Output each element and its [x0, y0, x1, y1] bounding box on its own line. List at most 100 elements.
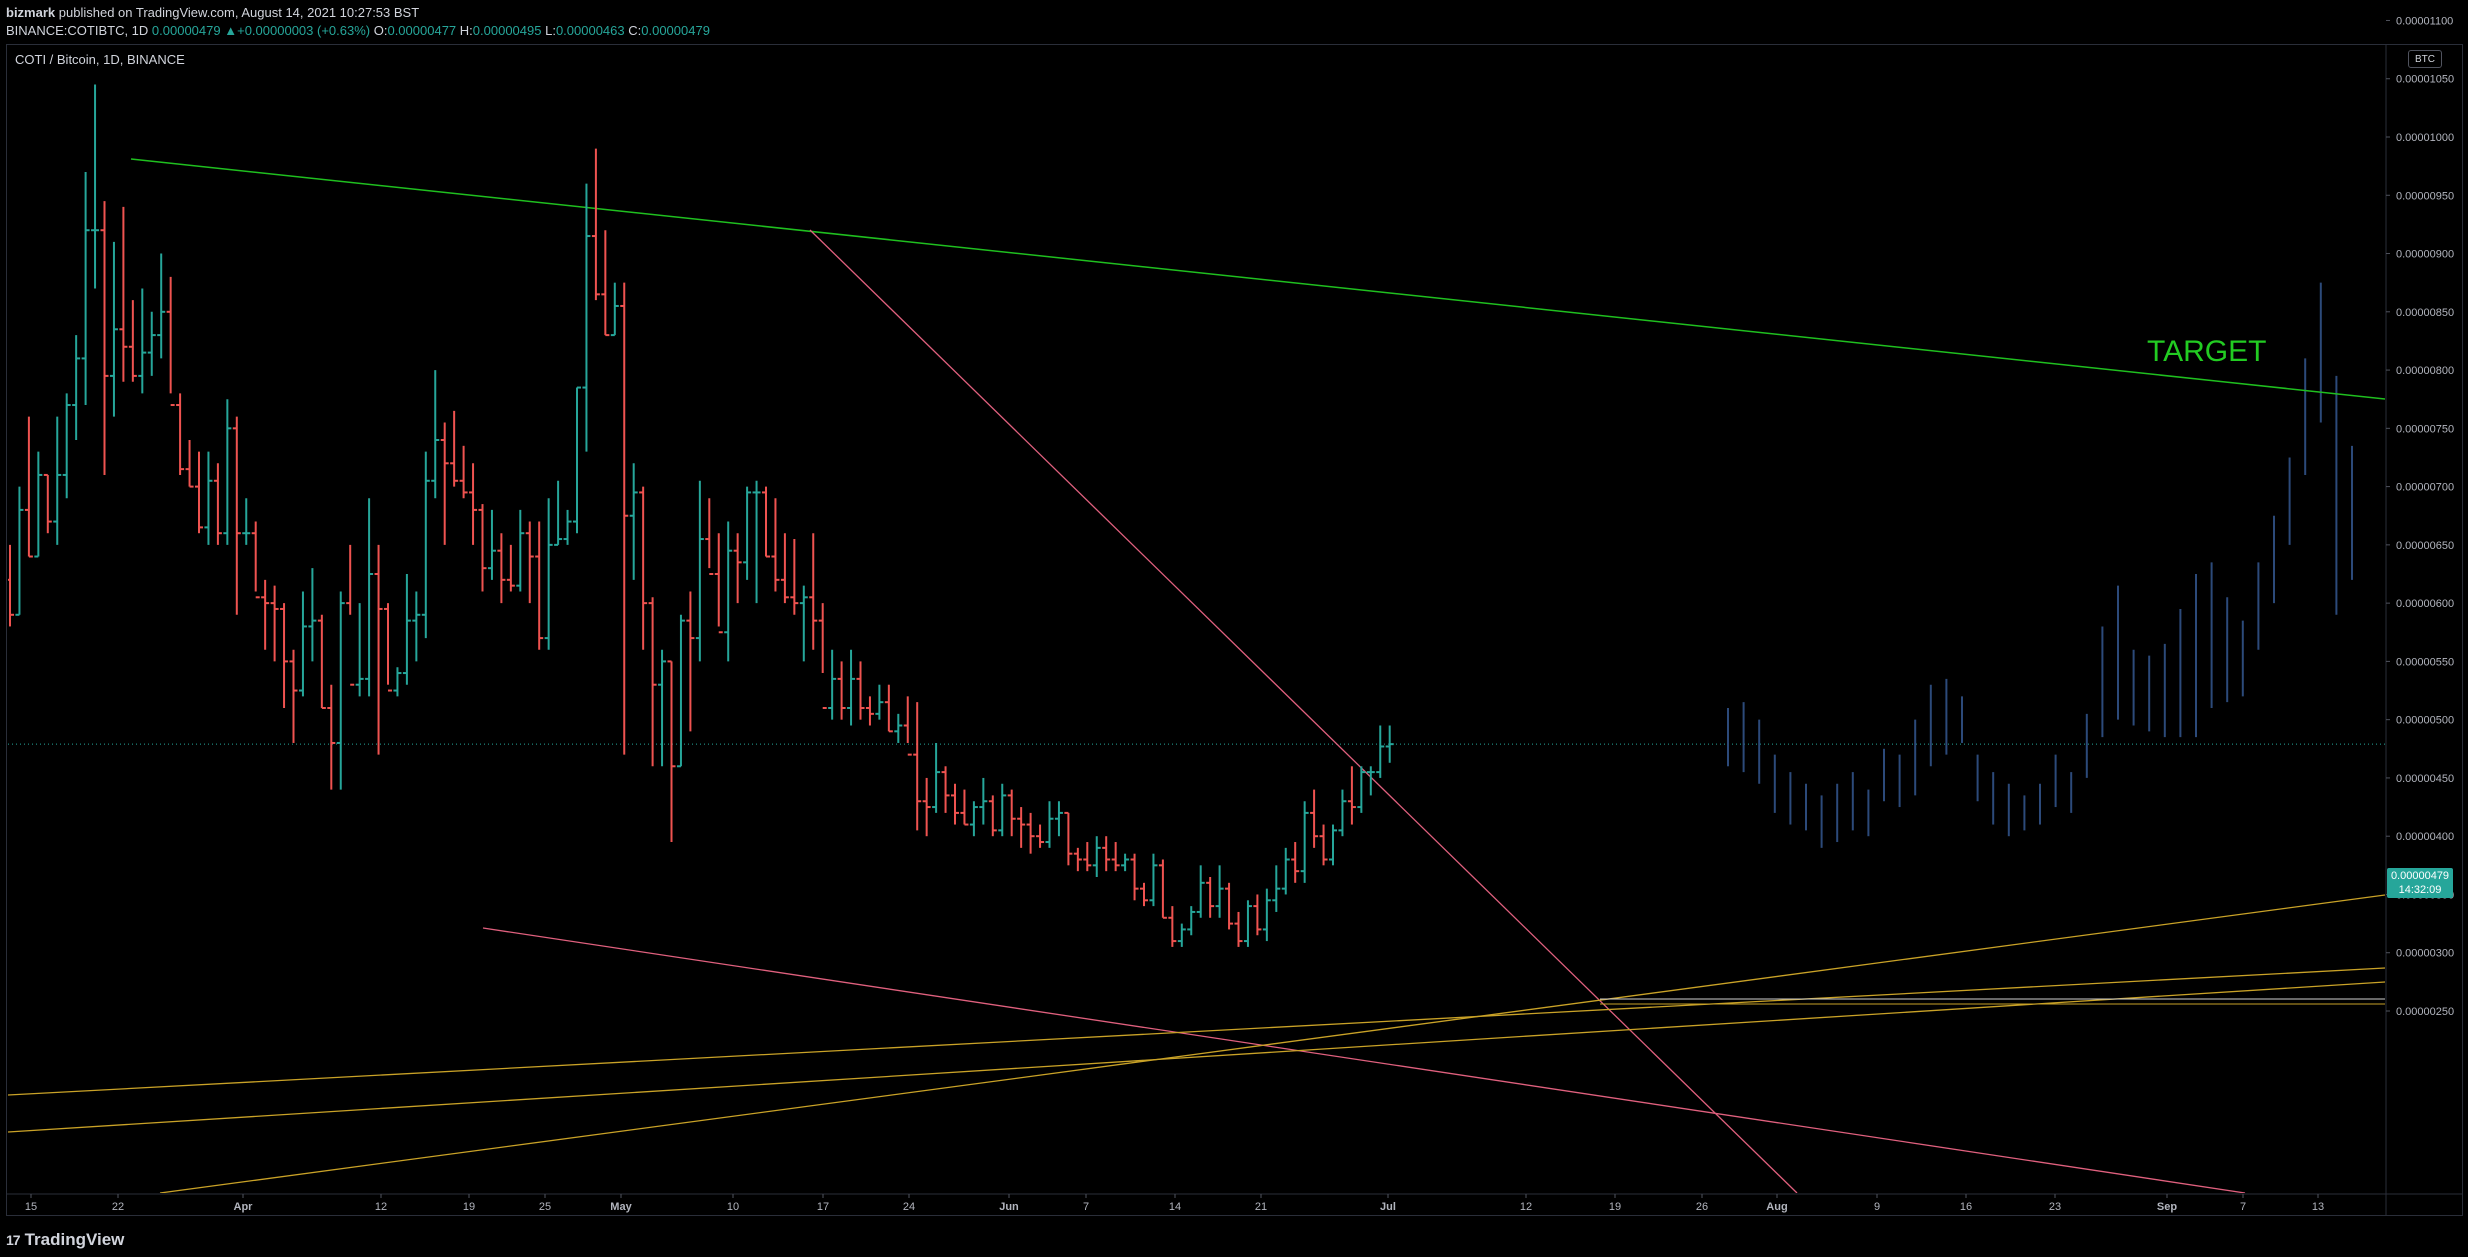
- ohlc-bar: [629, 463, 638, 580]
- ohlc-bar: [204, 451, 213, 545]
- ohlc-bar: [384, 603, 392, 692]
- ohlc-bar: [81, 171, 90, 406]
- ohlc-bar: [1187, 906, 1196, 936]
- ohlc-bar: [440, 422, 449, 545]
- ohlc-bar: [138, 288, 147, 394]
- ohlc-bar: [951, 783, 959, 825]
- close-value: 0.00000479: [641, 23, 710, 38]
- price-axis-label: 0.00001050: [2396, 74, 2454, 86]
- ohlc-bar: [393, 667, 402, 697]
- ohlc-bar: [1243, 900, 1252, 947]
- ohlc-bar: [601, 230, 610, 337]
- ohlc-bar: [53, 416, 62, 545]
- ohlc-bar: [818, 603, 827, 710]
- ohlc-bar: [658, 649, 667, 767]
- ohlc-bar: [1347, 766, 1356, 825]
- ohlc-bar: [1054, 801, 1063, 837]
- ohlc-bar: [610, 282, 619, 337]
- publication-header: bizmark published on TradingView.com, Au…: [0, 0, 2468, 44]
- ohlc-bar: [667, 660, 676, 843]
- green-resistance-trendline: [130, 158, 2385, 400]
- chart-symbol-title: COTI / Bitcoin, 1D, BINANCE: [15, 52, 185, 67]
- ohlc-bar: [563, 509, 572, 545]
- ohlc-bar: [270, 585, 279, 662]
- close-label: C:: [628, 23, 642, 38]
- price-axis-label: 0.00000850: [2396, 307, 2454, 319]
- low-label: L:: [545, 23, 556, 38]
- time-axis-label: 24: [903, 1201, 915, 1213]
- ohlc-bar: [1149, 853, 1158, 907]
- last-value: 0.00000479: [151, 23, 221, 38]
- last-price-value: 0.00000479: [2390, 870, 2450, 882]
- ohlc-bar: [261, 579, 270, 650]
- price-axis-label: 0.00000800: [2396, 365, 2454, 377]
- ohlc-bar: [969, 801, 978, 837]
- footer-bar: [0, 1220, 2468, 1257]
- price-axis-label: 0.00000550: [2396, 656, 2454, 668]
- ohlc-bar: [1121, 853, 1130, 872]
- price-axis-label: 0.00001100: [2396, 15, 2453, 27]
- ohlc-bar: [1300, 801, 1309, 883]
- ohlc-bar: [72, 335, 81, 440]
- ohlc-bar: [1177, 923, 1186, 947]
- price-axis-label: 0.00000650: [2396, 540, 2454, 552]
- ohlc-bar: [648, 597, 657, 767]
- ohlc-bar: [1168, 906, 1177, 947]
- ohlc-bar: [847, 649, 856, 726]
- pink-descending-trendline: [809, 229, 1798, 1193]
- ohlc-bar: [988, 795, 997, 837]
- ohlc-bar: [91, 84, 100, 289]
- ohlc-bar: [478, 504, 487, 592]
- ohlc-bar: [752, 480, 761, 604]
- time-axis-label: 23: [2049, 1201, 2061, 1213]
- ohlc-bar: [1073, 847, 1082, 872]
- ohlc-bar: [676, 614, 685, 768]
- ohlc-bar: [1225, 882, 1234, 930]
- ohlc-bar: [582, 183, 591, 452]
- ohlc-bar: [639, 486, 648, 650]
- ohlc-bar: [469, 463, 478, 545]
- time-axis-label: 16: [1960, 1201, 1972, 1213]
- price-axis-label: 0.00000600: [2396, 598, 2454, 610]
- ohlc-bar: [686, 591, 695, 732]
- ohlc-bar: [289, 649, 298, 743]
- price-axis-label: 0.00000900: [2396, 249, 2454, 261]
- ohlc-bar: [875, 684, 884, 720]
- author-name[interactable]: bizmark: [6, 5, 56, 20]
- ohlc-bar: [780, 533, 789, 604]
- currency-badge[interactable]: BTC: [2408, 50, 2442, 68]
- yellow-trendline-2: [8, 981, 2385, 1133]
- ohlc-bar: [185, 439, 194, 488]
- price-axis-label: 0.00001000: [2396, 132, 2454, 144]
- high-value: 0.00000495: [472, 23, 542, 38]
- chart-frame: [6, 44, 2463, 1216]
- time-axis-label: Sep: [2157, 1201, 2177, 1213]
- ohlc-bar: [809, 533, 818, 650]
- ohlc-bar: [1064, 811, 1073, 866]
- yellow-trendline-3: [159, 894, 2385, 1193]
- ohlc-bar: [1206, 876, 1215, 918]
- ohlc-bar: [884, 684, 893, 733]
- ohlc-bar: [15, 486, 24, 616]
- ohlc-bar: [374, 544, 383, 755]
- ohlc-bar: [714, 533, 723, 634]
- time-axis-label: 14: [1169, 1201, 1181, 1213]
- ohlc-bar: [128, 300, 137, 382]
- ohlc-bar: [1329, 824, 1337, 866]
- ohlc-bar: [431, 370, 440, 499]
- ohlc-bar: [166, 276, 175, 407]
- time-axis-label: 19: [1609, 1201, 1621, 1213]
- ohlc-bar: [1281, 847, 1290, 895]
- ohlc-bar: [365, 498, 374, 697]
- ohlc-bar: [1111, 842, 1120, 872]
- time-axis-label: Jul: [1380, 1201, 1396, 1213]
- ohlc-bar: [922, 777, 931, 837]
- ohlc-bar: [1158, 859, 1167, 919]
- tradingview-logo[interactable]: 17 TradingView: [6, 1230, 124, 1250]
- ohlc-bar: [620, 282, 629, 755]
- ohlc-bar: [1357, 766, 1366, 813]
- yellow-trendline-1: [8, 967, 2385, 1096]
- ohlc-bar: [62, 393, 71, 499]
- pink-support-trendline: [482, 927, 2246, 1193]
